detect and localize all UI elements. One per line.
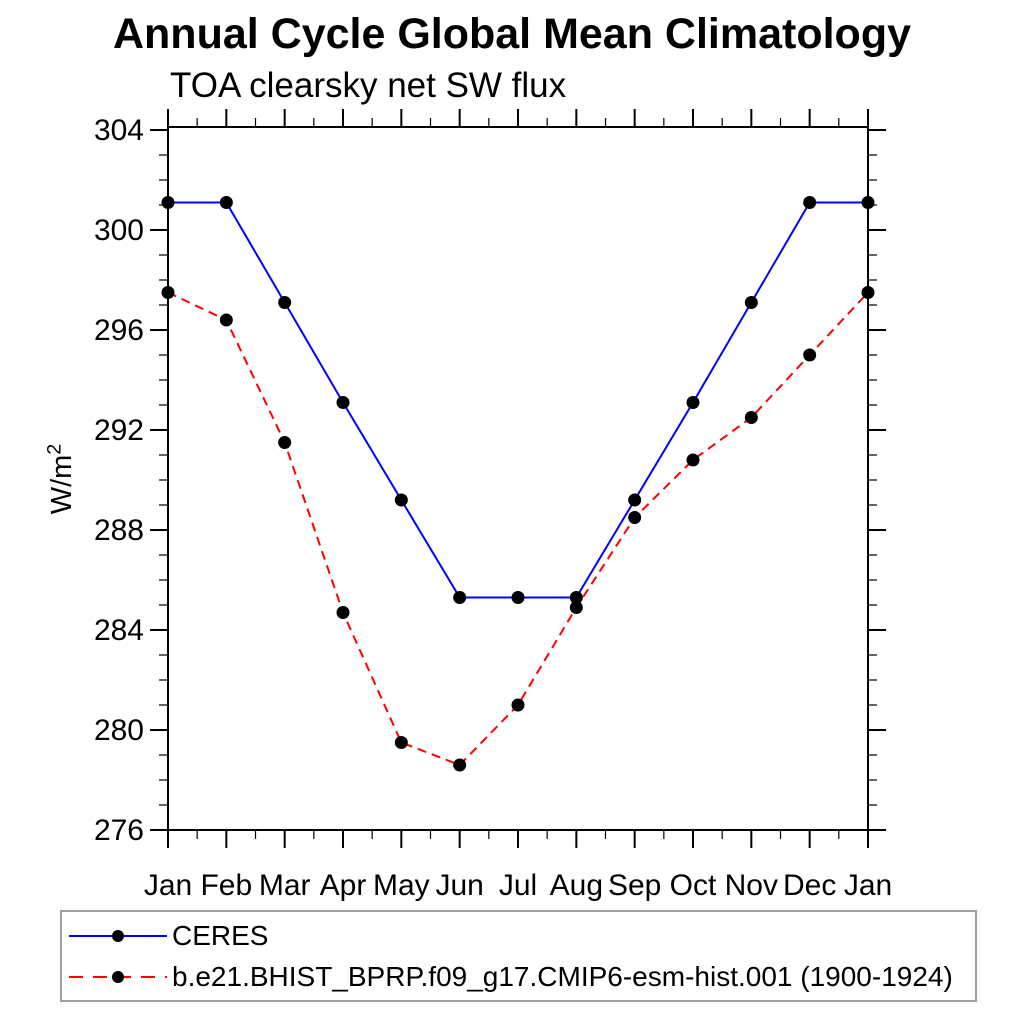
y-tick-label: 292 bbox=[94, 414, 144, 447]
data-point-marker bbox=[453, 591, 467, 604]
y-tick-label: 304 bbox=[94, 114, 144, 147]
y-tick-label: 276 bbox=[94, 814, 144, 847]
x-tick-label: Jan bbox=[144, 869, 192, 902]
legend-label-model: b.e21.BHIST_BPRP.f09_g17.CMIP6-esm-hist.… bbox=[172, 960, 953, 992]
x-tick-label: Feb bbox=[200, 869, 252, 902]
x-tick-label: Mar bbox=[259, 869, 311, 902]
data-point-marker bbox=[278, 436, 292, 449]
data-point-marker bbox=[511, 591, 525, 604]
model-sample-marker bbox=[112, 970, 124, 983]
data-point-marker bbox=[336, 396, 350, 409]
chart-subtitle: TOA clearsky net SW flux bbox=[170, 66, 567, 105]
legend-label-ceres: CERES bbox=[172, 919, 269, 951]
data-point-marker bbox=[394, 493, 408, 507]
data-point-marker bbox=[511, 698, 525, 712]
x-tick-label: Aug bbox=[550, 869, 603, 902]
data-point-marker bbox=[394, 736, 408, 749]
x-tick-label: May bbox=[373, 869, 430, 902]
legend-item-model: b.e21.BHIST_BPRP.f09_g17.CMIP6-esm-hist.… bbox=[67, 956, 975, 997]
legend: CERES b.e21.BHIST_BPRP.f09_g17.CMIP6-esm… bbox=[60, 910, 977, 1002]
x-tick-label: Nov bbox=[725, 869, 778, 902]
x-tick-label: Sep bbox=[608, 869, 661, 902]
ceres-sample-marker bbox=[112, 929, 124, 942]
ceres-line bbox=[168, 201, 868, 599]
data-point-marker bbox=[278, 296, 292, 309]
data-point-marker bbox=[219, 313, 233, 327]
chart-title: Annual Cycle Global Mean Climatology bbox=[112, 10, 912, 58]
x-tick-label: Jun bbox=[435, 869, 483, 902]
data-point-marker bbox=[628, 511, 642, 524]
y-tick-label: 280 bbox=[94, 714, 144, 747]
data-point-marker bbox=[686, 453, 700, 467]
data-point-marker bbox=[744, 411, 758, 424]
legend-item-ceres: CERES bbox=[67, 915, 975, 956]
data-point-marker bbox=[861, 286, 875, 299]
data-point-marker bbox=[628, 493, 642, 507]
y-tick-label: 296 bbox=[94, 314, 144, 347]
data-point-marker bbox=[453, 758, 467, 772]
data-point-marker bbox=[803, 348, 817, 362]
x-tick-label: Jul bbox=[499, 869, 537, 902]
data-point-marker bbox=[161, 286, 175, 299]
data-point-marker bbox=[569, 591, 583, 604]
data-point-marker bbox=[161, 196, 175, 209]
x-tick-label: Oct bbox=[670, 869, 717, 902]
model-line-sample bbox=[69, 970, 167, 983]
data-point-marker bbox=[744, 296, 758, 309]
y-tick-label: 288 bbox=[94, 514, 144, 547]
model-line bbox=[167, 291, 869, 767]
data-point-marker bbox=[686, 396, 700, 409]
data-point-marker bbox=[803, 196, 817, 209]
data-point-marker bbox=[569, 601, 583, 614]
data-point-marker bbox=[336, 606, 350, 619]
x-tick-label: Jan bbox=[844, 869, 892, 902]
data-point-marker bbox=[219, 196, 233, 209]
y-tick-label: 300 bbox=[94, 214, 144, 247]
x-tick-label: Dec bbox=[783, 869, 836, 902]
ceres-line-sample bbox=[69, 929, 167, 942]
y-tick-label: 284 bbox=[94, 614, 144, 647]
data-point-marker bbox=[861, 196, 875, 209]
plot-frame bbox=[167, 126, 869, 831]
x-tick-label: Apr bbox=[320, 869, 367, 902]
